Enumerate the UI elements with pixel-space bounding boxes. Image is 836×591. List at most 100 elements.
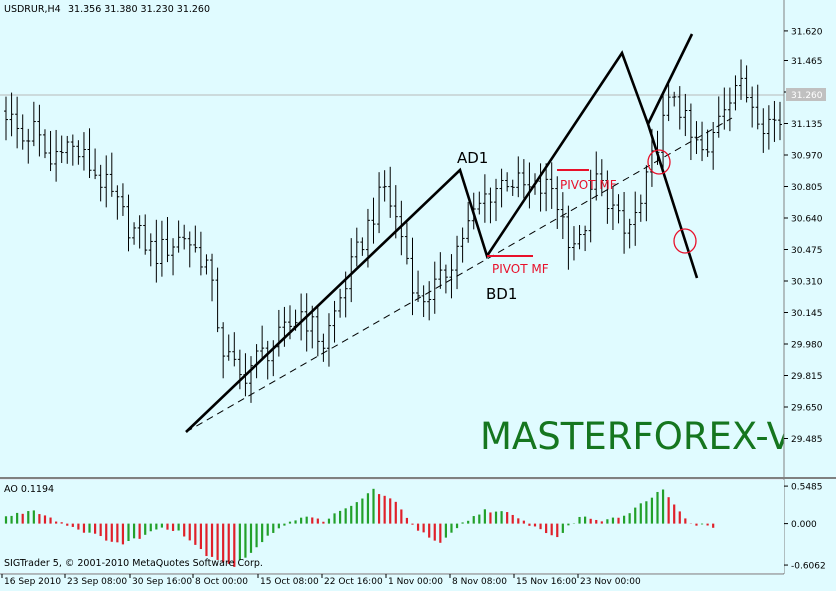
price-bar — [733, 75, 738, 111]
price-bar — [722, 87, 727, 130]
price-bar — [694, 121, 699, 154]
price-tick-label: 31.620 — [791, 27, 823, 37]
time-tick-label: 16 Sep 2010 — [4, 577, 61, 587]
price-bar — [4, 96, 8, 141]
price-bar — [221, 322, 226, 379]
price-bar — [42, 129, 47, 159]
price-bar — [677, 86, 682, 130]
time-tick-label: 1 Nov 00:00 — [388, 577, 443, 587]
price-bar — [605, 170, 610, 224]
time-tick-label: 15 Oct 08:00 — [260, 577, 319, 587]
ao-tick-label: 0.5485 — [791, 483, 823, 493]
price-bar — [132, 222, 137, 245]
price-tick-label: 30.970 — [791, 152, 823, 162]
price-bar — [393, 185, 398, 239]
price-bar — [65, 135, 70, 164]
price-bar — [182, 224, 187, 250]
price-bar — [761, 108, 766, 153]
ao-title: AO 0.1194 — [4, 484, 54, 495]
price-bar — [104, 155, 109, 208]
price-bar — [466, 201, 471, 243]
price-bar — [421, 285, 426, 318]
price-bar — [171, 238, 176, 276]
price-bar — [120, 183, 125, 216]
symbol-header: USDRUR,H4 — [4, 4, 61, 15]
price-bar — [549, 162, 554, 209]
ad1-label: AD1 — [457, 149, 488, 167]
price-bar — [716, 96, 721, 138]
price-bar — [571, 226, 576, 261]
price-tick-label: 29.650 — [791, 404, 823, 414]
price-bar — [193, 225, 198, 253]
price-bar — [148, 233, 153, 267]
price-bar — [232, 332, 237, 367]
price-bar — [59, 135, 64, 164]
trend-line-dashed — [185, 117, 733, 433]
price-bar — [644, 165, 649, 222]
price-bar — [154, 219, 159, 283]
price-bar — [666, 84, 671, 122]
ao-axis: 0.5485 0.000 -0.6062 — [784, 483, 826, 572]
price-bar — [555, 176, 560, 229]
price-tick-label: 30.475 — [791, 246, 823, 256]
time-tick-label: 23 Sep 08:00 — [67, 577, 127, 587]
price-bar — [282, 306, 287, 347]
price-bar — [115, 185, 120, 220]
price-bar — [727, 87, 732, 132]
price-bar — [76, 140, 81, 165]
price-bar — [354, 227, 359, 267]
price-bar — [449, 254, 454, 299]
price-bar — [416, 270, 421, 302]
pivot-label-1: PIVOT MF — [492, 262, 549, 276]
price-bar — [204, 254, 209, 275]
price-bar — [304, 293, 309, 352]
analysis-overlay — [185, 33, 733, 433]
ao-histogram — [4, 488, 715, 567]
price-bar — [744, 65, 749, 103]
price-bar — [399, 200, 404, 256]
current-price-tag — [786, 88, 826, 101]
price-tick-label: 30.640 — [791, 215, 823, 225]
price-bar — [427, 281, 432, 321]
ao-panel-background — [0, 480, 784, 573]
price-bar — [332, 300, 337, 343]
price-bar — [321, 333, 326, 362]
price-bar — [349, 238, 354, 303]
price-bar — [126, 194, 131, 252]
price-bar — [438, 252, 443, 289]
price-bar — [382, 170, 387, 202]
price-bar — [633, 191, 638, 246]
price-bar — [616, 194, 621, 224]
price-bar — [627, 218, 632, 249]
price-bar — [544, 163, 549, 212]
price-bar — [276, 309, 281, 357]
price-bar — [388, 166, 393, 218]
price-bar — [622, 191, 627, 254]
ao-footer: SIGTrader 5, © 2001-2010 MetaQuotes Soft… — [4, 558, 263, 569]
price-bar — [577, 225, 582, 250]
pivot-label-2: PIVOT MF — [560, 178, 617, 192]
price-bar — [772, 100, 777, 142]
price-bar — [54, 129, 59, 182]
price-bar — [31, 101, 36, 147]
time-axis-background — [0, 574, 836, 591]
price-tick-label: 30.805 — [791, 183, 823, 193]
price-bar — [377, 172, 382, 234]
price-bar — [198, 231, 203, 276]
price-bar — [404, 222, 409, 265]
price-bar — [432, 261, 437, 314]
price-bar — [482, 174, 487, 223]
price-bar — [510, 179, 515, 196]
price-bar — [638, 194, 643, 222]
price-bar — [683, 93, 688, 137]
price-bar — [477, 191, 482, 215]
price-bar — [37, 104, 42, 157]
brand-watermark: MASTERFOREX-V — [480, 415, 792, 458]
wave-zigzag — [185, 50, 699, 433]
price-bar — [583, 225, 588, 252]
price-bar — [566, 205, 571, 270]
price-bar — [750, 86, 755, 128]
price-bar — [20, 114, 25, 150]
time-tick-label: 8 Oct 00:00 — [195, 577, 248, 587]
